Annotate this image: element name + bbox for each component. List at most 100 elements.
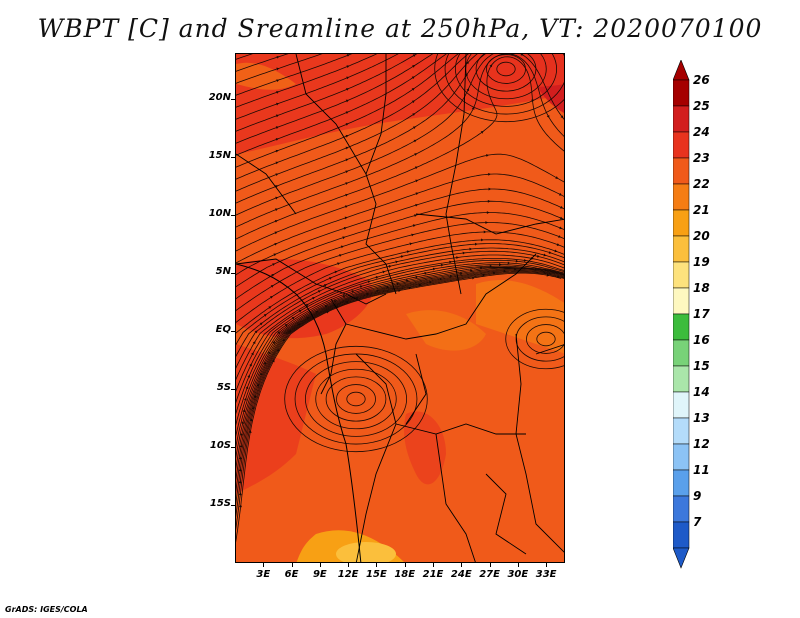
streamline-arrow: [486, 211, 490, 214]
streamline-arrow: [274, 220, 278, 223]
streamline-map: [236, 54, 564, 562]
lon-label: 30E: [507, 569, 529, 580]
streamline: [236, 266, 564, 448]
colorbar-swatch: [673, 287, 690, 315]
streamline-arrow: [247, 374, 251, 378]
lat-label: EQ: [215, 324, 231, 336]
streamline: [236, 268, 564, 493]
streamline-arrow: [415, 179, 419, 183]
streamline: [236, 54, 418, 132]
streamline-arrow: [334, 270, 338, 274]
streamline-arrow: [345, 182, 349, 185]
colorbar-swatch: [673, 157, 690, 185]
streamline: [236, 265, 564, 437]
lon-label: 6E: [284, 569, 299, 580]
colorbar-label: 21: [693, 203, 710, 217]
country-border: [365, 54, 397, 295]
vortex-streamline: [346, 391, 366, 407]
streamline-arrow: [480, 266, 483, 270]
streamline-arrow: [395, 260, 399, 264]
country-border: [295, 54, 367, 175]
wbpt-field-20-sw: [336, 542, 396, 562]
streamline-arrow: [340, 245, 344, 249]
colorbar-label: 14: [693, 385, 710, 399]
streamline-arrow: [424, 271, 428, 275]
country-border: [415, 213, 564, 235]
streamline-arrow: [412, 54, 416, 57]
streamline-arrow: [249, 363, 252, 367]
streamline: [236, 267, 564, 481]
streamline-arrow: [398, 289, 401, 293]
country-border: [395, 423, 526, 435]
lat-tick: [231, 215, 235, 217]
colorbar-label: 12: [693, 437, 710, 451]
streamline-arrow: [346, 88, 349, 91]
colorbar-label: 25: [693, 99, 710, 113]
country-border: [355, 353, 397, 562]
streamline-arrow: [411, 233, 415, 237]
colorbar-label: 20: [693, 229, 710, 243]
streamline-arrow: [488, 172, 491, 176]
streamline-arrow: [337, 262, 341, 266]
streamline-arrow: [432, 267, 436, 271]
lon-tick: [348, 563, 350, 567]
streamline: [236, 54, 486, 204]
streamline-arrow: [276, 79, 280, 83]
streamline-arrow: [414, 153, 418, 156]
streamline-arrow: [400, 255, 404, 259]
streamline-arrow: [317, 290, 321, 293]
country-border: [485, 473, 527, 555]
country-border: [320, 298, 347, 395]
streamline-arrow: [346, 65, 350, 68]
lat-label: 15S: [209, 498, 231, 510]
streamline-arrow: [560, 115, 564, 119]
streamline-arrow: [275, 196, 279, 200]
streamline: [236, 231, 564, 323]
country-border: [236, 153, 297, 215]
streamline-arrow: [412, 65, 416, 68]
streamline: [236, 200, 564, 288]
streamline-arrow: [335, 305, 339, 309]
streamline-arrow: [276, 348, 280, 352]
streamline-arrow: [329, 277, 333, 280]
vortex-streamline: [505, 308, 564, 370]
streamline-arrow: [345, 146, 349, 150]
streamline: [236, 54, 323, 84]
streamline-arrow: [388, 265, 392, 268]
streamline-arrow: [375, 276, 379, 279]
streamline-arrow: [406, 250, 410, 254]
streamline-arrow: [273, 253, 277, 257]
map-title: WBPT [C] and Sreamline at 250hPa, VT: 20…: [37, 14, 763, 43]
lat-tick: [231, 389, 235, 391]
streamline-arrow: [275, 149, 279, 153]
vortex-streamline: [475, 54, 537, 92]
streamline: [236, 239, 564, 334]
wbpt-field-22-nw: [236, 62, 296, 90]
streamline-arrow: [548, 251, 552, 254]
lat-label: 10N: [208, 208, 231, 220]
grads-credit: GrADS: IGES/COLA: [5, 605, 88, 614]
streamline-arrow: [259, 372, 263, 376]
streamline-arrow: [359, 285, 363, 289]
streamline-arrow: [239, 504, 242, 508]
colorbar-swatch: [673, 365, 690, 393]
lat-tick: [231, 99, 235, 101]
streamline-arrow: [272, 340, 275, 344]
vortex-streamline: [444, 54, 564, 115]
streamline-arrow: [456, 256, 459, 260]
vortex-streamline: [315, 368, 397, 430]
colorbar-swatch: [673, 417, 690, 445]
streamline-arrow: [333, 300, 337, 303]
streamline-arrow: [480, 130, 484, 134]
streamline-arrow: [412, 126, 416, 130]
lon-label: 9E: [312, 569, 327, 580]
streamline-arrow: [267, 351, 271, 355]
streamline-arrow: [344, 205, 348, 209]
colorbar-label: 18: [693, 281, 710, 295]
streamline: [236, 270, 564, 518]
streamline: [236, 54, 253, 60]
streamline-arrow: [275, 161, 279, 165]
colorbar-swatch: [673, 209, 690, 237]
lon-tick: [404, 563, 406, 567]
streamline-arrow: [470, 269, 473, 272]
